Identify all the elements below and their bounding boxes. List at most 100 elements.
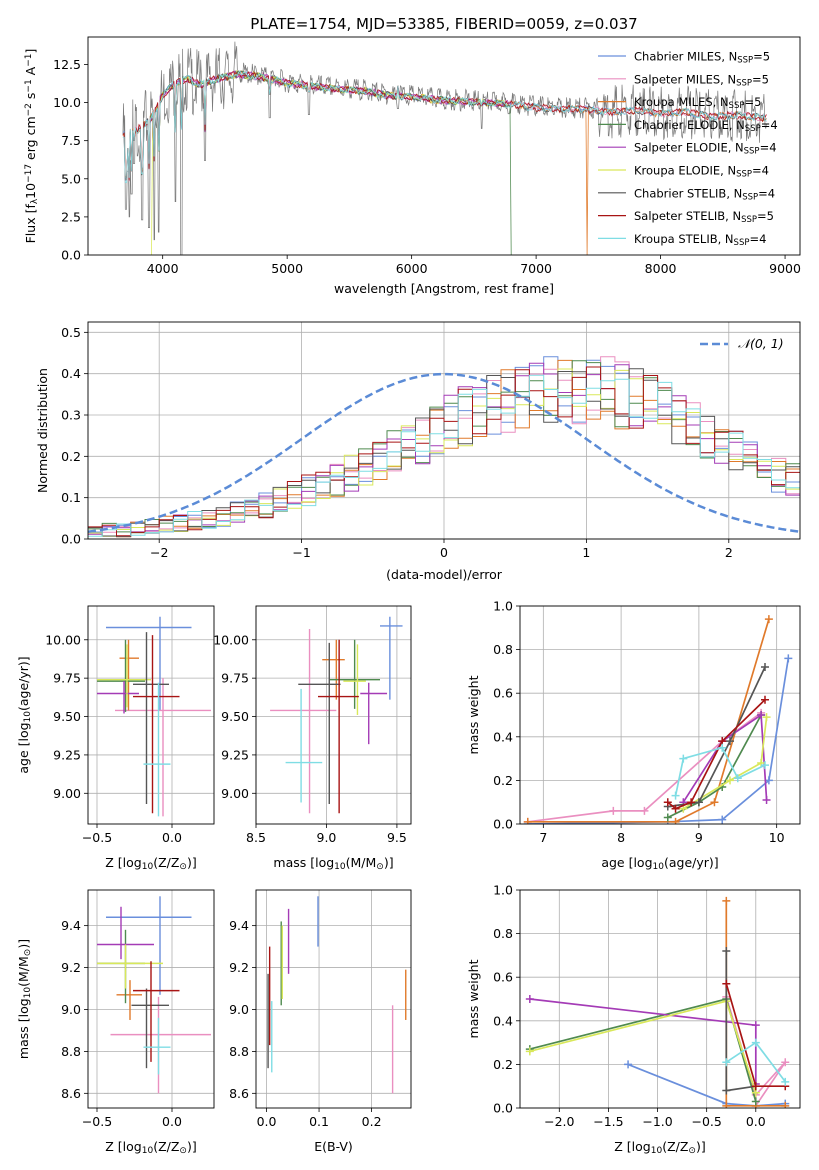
x-tick-label: 9 [695,830,703,845]
weight-marker [751,1097,760,1106]
weight-marker [781,1101,790,1108]
y-tick-label: 9.50 [53,709,81,724]
x-tick-label: 0 [440,545,448,560]
y-tick-label: 0.3 [61,408,81,423]
weight-marker [751,1038,760,1047]
y-tick-label: 0.4 [493,729,513,744]
mass_vs_EBV-plot-area [267,896,407,1094]
y-tick-label: 9.00 [221,786,249,801]
weight-marker [722,896,731,905]
weight-line [527,618,770,823]
age_vs_Z-axes: −0.5 0.0 9.00 9.25 9.50 9.75 10.00 Z [log10(Z/Z… [16,605,215,872]
y-tick-label: 0.4 [493,1013,513,1028]
weight-marker [671,791,680,800]
mass_vs_EBV-xlabel: E(B-V) [314,1139,353,1154]
spectrum-frame [87,36,801,256]
age_vs_Z-ylabel: age [log10(age/yr)] [16,656,33,773]
y-tick-label: 0.0 [493,817,513,832]
weight-marker [764,776,773,785]
y-tick-label: 9.25 [53,747,81,762]
weight-line [682,717,768,810]
x-tick-label: 1 [582,545,590,560]
weight-marker [761,695,769,704]
normal-reference-curve [88,372,800,534]
legend-label: Salpeter MILES, NSSP=5 [634,72,769,88]
mass_weight_vs_Z-axes: −2.0 −1.5 −1.0 −0.5 0.0 0.0 0.2 0.4 0.6 0.8 1.0 Z [… [466,883,801,1156]
mass_weight_vs_age-axes: 7 8 9 10 0.0 0.2 0.4 0.6 0.8 1.0 age [log10(age/yr… [466,599,801,872]
y-tick-label: 9.2 [229,960,249,975]
residuals-plot-area [88,356,800,538]
spectrum-plot-area [122,41,767,255]
x-tick-label: 2 [725,545,733,560]
mass_weight_vs_Z-plot-area [525,896,790,1108]
y-tick-label: 0.0 [493,1101,513,1116]
y-tick-label: 0.0 [61,248,81,263]
x-tick-label: 7000 [520,261,552,276]
weight-marker [762,713,771,722]
weight-marker [722,1101,731,1108]
residual-histogram-8 [88,374,800,537]
legend-label: Kroupa ELODIE, NSSP=4 [634,164,769,180]
x-tick-label: 9000 [769,261,801,276]
weight-marker [751,1021,760,1030]
weight-marker [710,798,719,807]
legend-label: Chabrier ELODIE, NSSP=4 [634,118,778,134]
y-tick-label: 9.4 [61,918,81,933]
x-tick-label: −1.0 [642,1114,672,1129]
age_vs_mass-xlabel: mass [log10(M/M⊙)] [273,855,393,872]
y-tick-label: 8.6 [229,1086,249,1101]
y-tick-label: 0.6 [493,970,513,985]
y-tick-label: 10.00 [213,632,249,647]
spectrum-axes: 4000 5000 6000 7000 8000 9000 0.0 2.5 5.0 7.5 10.0… [23,36,801,296]
weight-marker [781,1077,790,1086]
weight-marker [671,804,680,813]
y-tick-label: 9.75 [53,671,81,686]
legend-label: Salpeter STELIB, NSSP=5 [634,209,774,225]
weight-marker [718,743,727,752]
y-tick-label: 5.0 [61,171,81,186]
weight-marker [722,947,731,956]
age_vs_Z-frame [87,605,215,825]
spectrum-ylabel: Flux [fλ10−17 erg cm−2 s−1 A−1] [23,49,40,244]
spectrum-legend: Chabrier MILES, NSSP=5 Salpeter MILES, NS… [598,50,778,248]
residuals-xlabel: (data-model)/error [386,567,503,582]
weight-marker [663,813,672,822]
weight-marker [687,798,696,807]
mass_vs_Z-axes: −0.5 0.0 8.6 8.8 9.0 9.2 9.4 Z [log10(Z/Z⊙)] mas… [16,889,215,1156]
mass_weight_vs_Z-xlabel: Z [log10(Z/Z⊙)] [614,1139,705,1156]
age_vs_Z-plot-area [97,616,211,817]
y-tick-label: 9.0 [229,1002,249,1017]
model-spectrum-kroupa-stelib [122,70,767,183]
y-tick-label: 9.2 [61,960,81,975]
x-tick-label: 0.0 [162,1114,182,1129]
y-tick-label: 1.0 [493,883,513,898]
y-tick-label: 0.2 [61,449,81,464]
weight-marker [663,798,672,807]
weight-marker [525,995,534,1003]
age_vs_mass-plot-area [270,616,403,814]
observed-spectrum [122,41,767,255]
legend-label: Kroupa MILES, NSSP=5 [634,95,761,111]
residual-histogram-7 [88,366,800,537]
mass_weight_vs_Z-ylabel: mass weight [466,959,481,1038]
weight-line [682,713,768,803]
x-tick-label: 7 [539,830,547,845]
x-tick-label: 4000 [147,261,179,276]
weight-marker [694,798,703,807]
x-tick-label: −2.0 [544,1114,574,1129]
legend-label: Kroupa STELIB, NSSP=4 [634,232,766,248]
y-tick-label: 10.0 [53,95,81,110]
weight-marker [523,817,532,824]
x-tick-label: −1.5 [593,1114,623,1129]
weight-marker [761,761,769,770]
x-tick-label: −0.5 [691,1114,721,1129]
x-tick-label: −0.5 [82,830,112,845]
y-tick-label: 0.8 [493,642,513,657]
weight-marker [722,979,731,988]
x-tick-label: 0.0 [257,1114,277,1129]
x-tick-label: 0.0 [746,1114,766,1129]
y-tick-label: 0.5 [61,325,81,340]
weight-marker [718,815,727,824]
weight-marker [733,774,742,783]
age_vs_Z-xlabel: Z [log10(Z/Z⊙)] [105,855,196,872]
